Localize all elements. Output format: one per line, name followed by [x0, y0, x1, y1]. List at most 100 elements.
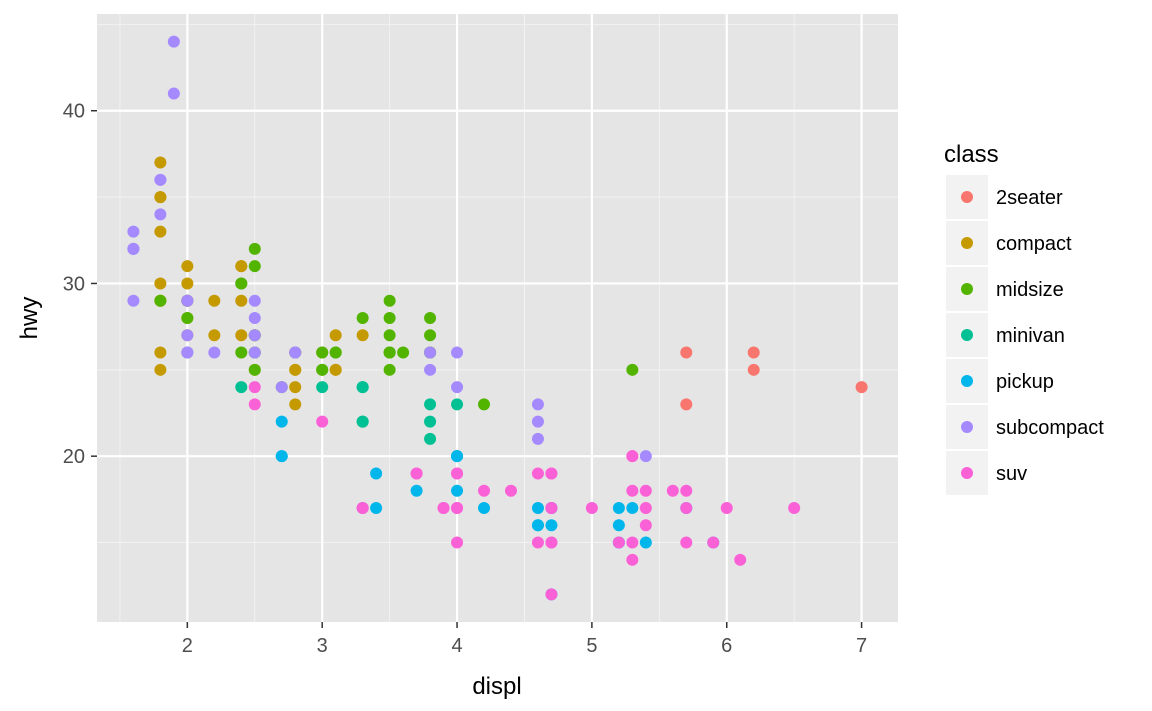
data-point-midsize [424, 312, 437, 324]
data-point-subcompact [275, 381, 288, 394]
data-point-midsize [383, 363, 396, 376]
data-point-suv [451, 502, 464, 514]
data-point-pickup [370, 502, 383, 514]
x-tick-label: 5 [586, 635, 597, 657]
data-point-suv [680, 502, 693, 514]
data-point-minivan [356, 381, 369, 394]
data-point-midsize [626, 363, 639, 376]
legend-label: minivan [996, 325, 1065, 347]
data-point-minivan [424, 432, 437, 445]
data-point-2seater [680, 346, 693, 359]
data-point-pickup [478, 502, 491, 514]
data-point-subcompact [531, 432, 544, 445]
data-point-subcompact [248, 329, 261, 342]
data-point-compact [154, 363, 167, 376]
legend: class 2seater compact midsize minivan pickup… [944, 141, 1104, 495]
data-point-suv [410, 467, 423, 480]
data-point-subcompact [531, 398, 544, 411]
data-point-compact [181, 277, 194, 290]
data-point-suv [451, 467, 464, 480]
data-point-midsize [397, 346, 410, 359]
data-point-midsize [383, 346, 396, 359]
data-point-suv [545, 588, 558, 601]
data-point-compact [154, 191, 167, 204]
legend-key-point [961, 283, 973, 295]
x-axis: 2 3 4 5 6 7 [182, 622, 867, 657]
data-point-compact [235, 294, 248, 307]
data-point-minivan [451, 398, 464, 411]
data-point-suv [612, 536, 625, 549]
data-point-suv [626, 484, 639, 497]
data-point-midsize [235, 346, 248, 359]
data-point-pickup [639, 536, 652, 549]
data-point-suv [626, 553, 639, 566]
data-point-subcompact [127, 225, 140, 238]
legend-key-point [961, 237, 973, 249]
data-point-suv [248, 381, 261, 394]
data-point-pickup [275, 415, 288, 428]
legend-key-point [961, 375, 973, 387]
data-point-2seater [680, 398, 693, 411]
data-point-2seater [747, 363, 760, 376]
x-tick-label: 7 [856, 635, 867, 657]
data-point-compact [289, 398, 302, 411]
x-tick-label: 6 [721, 635, 732, 657]
data-point-suv [504, 484, 517, 497]
data-point-suv [545, 502, 558, 514]
data-point-suv [666, 484, 679, 497]
data-point-subcompact [451, 346, 464, 359]
data-point-subcompact [127, 294, 140, 307]
data-point-subcompact [154, 173, 167, 186]
data-point-subcompact [639, 450, 652, 463]
data-point-minivan [424, 415, 437, 428]
data-point-suv [680, 484, 693, 497]
data-point-minivan [424, 398, 437, 411]
data-point-pickup [451, 484, 464, 497]
data-point-midsize [316, 363, 329, 376]
data-point-compact [154, 225, 167, 238]
data-point-suv [248, 398, 261, 411]
data-point-pickup [275, 450, 288, 463]
legend-label: pickup [996, 371, 1054, 393]
data-point-midsize [424, 329, 437, 342]
data-point-suv [545, 536, 558, 549]
x-axis-title: displ [472, 673, 521, 700]
data-point-midsize [154, 294, 167, 307]
data-point-subcompact [451, 381, 464, 394]
data-point-suv [707, 536, 720, 549]
data-point-compact [289, 363, 302, 376]
data-point-suv [585, 502, 598, 514]
data-point-subcompact [289, 346, 302, 359]
data-point-midsize [383, 294, 396, 307]
data-point-compact [181, 260, 194, 273]
major-gridlines [97, 14, 898, 622]
data-point-2seater [855, 381, 868, 394]
data-point-compact [154, 156, 167, 169]
data-point-subcompact [208, 346, 221, 359]
data-point-suv [639, 519, 652, 532]
data-point-midsize [248, 363, 261, 376]
data-point-midsize [478, 398, 491, 411]
y-tick-label: 40 [63, 101, 85, 123]
y-axis: 20 30 40 [63, 101, 97, 468]
data-point-midsize [181, 312, 194, 324]
data-point-midsize [383, 312, 396, 324]
legend-label: midsize [996, 279, 1064, 301]
data-point-midsize [248, 242, 261, 255]
data-point-suv [478, 484, 491, 497]
data-point-compact [208, 329, 221, 342]
data-point-suv [639, 484, 652, 497]
legend-label: 2seater [996, 187, 1063, 209]
data-point-compact [289, 381, 302, 394]
data-point-pickup [370, 467, 383, 480]
data-point-suv [531, 536, 544, 549]
panel-background [97, 14, 898, 622]
data-points [127, 35, 868, 601]
data-point-subcompact [248, 312, 261, 324]
data-point-suv [451, 536, 464, 549]
data-point-pickup [612, 502, 625, 514]
data-point-suv [788, 502, 801, 514]
legend-key-point [961, 421, 973, 433]
data-point-pickup [531, 502, 544, 514]
data-point-subcompact [154, 208, 167, 221]
